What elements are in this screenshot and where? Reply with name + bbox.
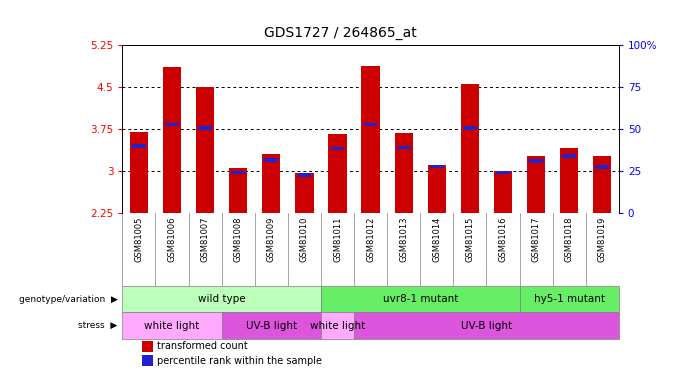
Bar xyxy=(321,286,520,312)
Bar xyxy=(231,171,245,174)
Bar xyxy=(321,312,354,339)
Text: GSM81017: GSM81017 xyxy=(532,216,541,262)
Bar xyxy=(529,159,543,163)
Bar xyxy=(461,84,479,213)
Text: GSM81009: GSM81009 xyxy=(267,216,276,262)
Text: transformed count: transformed count xyxy=(157,341,248,351)
Bar xyxy=(394,133,413,213)
Bar xyxy=(496,171,510,174)
Bar xyxy=(354,312,619,339)
Text: GSM81006: GSM81006 xyxy=(167,216,177,262)
Text: GSM81008: GSM81008 xyxy=(234,216,243,262)
Bar xyxy=(199,126,212,130)
Bar xyxy=(520,286,619,312)
Bar xyxy=(265,158,278,162)
Bar xyxy=(494,171,512,213)
Bar xyxy=(560,148,578,213)
Text: UV-B light: UV-B light xyxy=(461,321,512,330)
Bar xyxy=(328,135,347,213)
Bar xyxy=(295,172,313,213)
Bar xyxy=(562,154,576,158)
Bar xyxy=(463,126,477,130)
Text: GSM81011: GSM81011 xyxy=(333,216,342,262)
Bar xyxy=(430,165,443,168)
Text: GSM81016: GSM81016 xyxy=(498,216,507,262)
Text: percentile rank within the sample: percentile rank within the sample xyxy=(157,356,322,366)
Text: GSM81007: GSM81007 xyxy=(201,216,209,262)
Bar xyxy=(222,312,321,339)
Bar xyxy=(527,156,545,213)
Text: wild type: wild type xyxy=(198,294,245,304)
Bar xyxy=(330,147,344,150)
Bar xyxy=(130,132,148,213)
Text: GSM81015: GSM81015 xyxy=(465,216,475,262)
Text: white light: white light xyxy=(144,321,200,330)
Bar xyxy=(428,165,446,213)
Text: hy5-1 mutant: hy5-1 mutant xyxy=(534,294,605,304)
Bar xyxy=(362,66,379,213)
Text: uvr8-1 mutant: uvr8-1 mutant xyxy=(383,294,458,304)
Text: white light: white light xyxy=(310,321,365,330)
Bar xyxy=(229,168,248,213)
Bar xyxy=(142,355,153,366)
Text: GSM81012: GSM81012 xyxy=(366,216,375,262)
Bar xyxy=(364,123,377,126)
Bar xyxy=(196,87,214,213)
Text: GSM81019: GSM81019 xyxy=(598,216,607,262)
Text: UV-B light: UV-B light xyxy=(245,321,297,330)
Bar xyxy=(596,165,609,169)
Bar xyxy=(163,68,181,213)
Bar xyxy=(593,156,611,213)
Text: genotype/variation  ▶: genotype/variation ▶ xyxy=(18,295,118,304)
Bar xyxy=(122,312,222,339)
Bar xyxy=(132,144,146,147)
Text: GSM81014: GSM81014 xyxy=(432,216,441,262)
Bar xyxy=(262,154,280,213)
Bar xyxy=(298,174,311,177)
Text: GSM81010: GSM81010 xyxy=(300,216,309,262)
Text: GSM81005: GSM81005 xyxy=(135,216,143,262)
Text: GSM81018: GSM81018 xyxy=(564,216,574,262)
Text: stress  ▶: stress ▶ xyxy=(78,321,118,330)
Bar xyxy=(397,146,411,149)
Bar xyxy=(122,286,321,312)
Bar xyxy=(142,340,153,352)
Text: GDS1727 / 264865_at: GDS1727 / 264865_at xyxy=(264,26,416,40)
Bar xyxy=(165,123,179,126)
Text: GSM81013: GSM81013 xyxy=(399,216,408,262)
